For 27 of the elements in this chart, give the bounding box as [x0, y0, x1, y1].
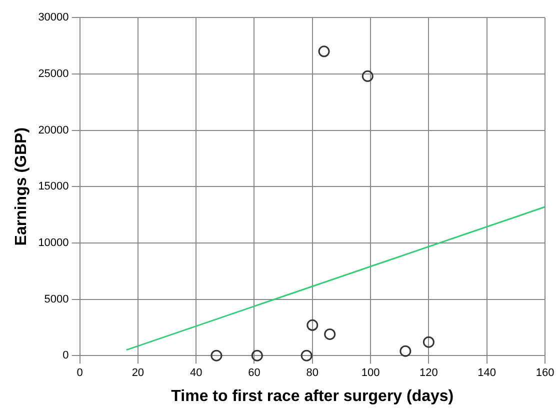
- point: [210, 350, 222, 362]
- point: [318, 46, 330, 58]
- point: [251, 350, 263, 362]
- point: [306, 319, 318, 331]
- x-tick-label: 40: [190, 367, 202, 380]
- y-tick-label: 25000: [38, 68, 69, 80]
- y-tick-label: 10000: [38, 236, 69, 249]
- x-tick-label: 100: [361, 367, 380, 380]
- x-tick-label: 120: [420, 367, 438, 380]
- y-tick-label: 0: [62, 350, 69, 362]
- y-tick-label: 20000: [38, 124, 69, 136]
- y-tick-label: 15000: [38, 180, 69, 193]
- x-tick-label: 60: [248, 367, 260, 380]
- point: [362, 70, 374, 82]
- x-tick-label: 20: [132, 367, 144, 380]
- point: [400, 345, 412, 357]
- x-tick-label: 160: [536, 367, 554, 380]
- point: [422, 336, 434, 348]
- y-tick-label: 5000: [44, 293, 69, 306]
- point: [300, 350, 312, 362]
- x-tick-label: 140: [478, 367, 496, 380]
- x-tick-label: 0: [76, 367, 83, 380]
- y-axis-title: Earnings (GBP): [13, 127, 30, 246]
- x-tick-label: 80: [306, 367, 319, 380]
- x-axis-title: Time to first race after surgery (days): [171, 388, 454, 405]
- y-tick-label: 30000: [38, 12, 69, 24]
- point: [324, 328, 336, 340]
